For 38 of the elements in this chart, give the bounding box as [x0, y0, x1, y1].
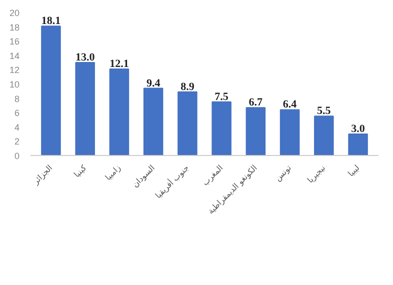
- bar: [314, 116, 334, 156]
- bar: [280, 109, 300, 156]
- y-tick-label: 0: [14, 151, 20, 161]
- x-tick-label: ليبيا: [346, 163, 362, 178]
- y-tick-label: 16: [9, 36, 20, 47]
- x-tick-label: كينيا: [72, 163, 88, 180]
- data-label: 12.1: [110, 58, 129, 70]
- data-label: 18.1: [41, 15, 61, 28]
- data-label: 8.9: [180, 80, 195, 93]
- x-tick-label: المغرب: [200, 163, 225, 188]
- x-tick-label: تونس: [273, 163, 293, 183]
- data-label: 6.4: [282, 98, 298, 111]
- bar: [41, 26, 61, 156]
- y-tick-label: 6: [14, 108, 20, 118]
- data-label: 6.7: [248, 96, 264, 109]
- data-label: 13.0: [75, 52, 96, 64]
- bar: [178, 91, 198, 156]
- bar: [348, 134, 368, 156]
- y-tick-label: 8: [14, 94, 20, 104]
- y-tick-label: 2: [14, 136, 20, 147]
- x-tick-label: الجزائر: [30, 163, 54, 187]
- data-label: 9.4: [146, 77, 161, 90]
- y-tick-label: 14: [9, 50, 20, 61]
- data-label: 3.0: [351, 123, 366, 136]
- data-label: 7.5: [214, 90, 229, 103]
- y-tick-label: 10: [9, 80, 20, 90]
- bar: [75, 62, 95, 156]
- bar: [246, 107, 266, 156]
- bar: [109, 68, 130, 156]
- bar: [212, 101, 232, 156]
- x-tick-label: نيجيريا: [306, 163, 328, 185]
- x-tick-label: زامبيا: [104, 163, 122, 182]
- y-tick-label: 18: [9, 22, 20, 32]
- y-tick-label: 4: [14, 122, 20, 132]
- data-label: 5.5: [317, 105, 332, 118]
- y-tick-label: 12: [9, 65, 20, 76]
- y-tick-label: 20: [9, 8, 20, 18]
- bar: [143, 88, 164, 156]
